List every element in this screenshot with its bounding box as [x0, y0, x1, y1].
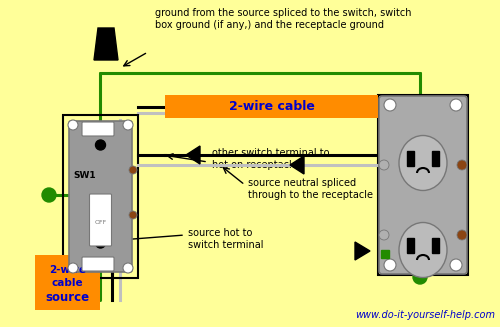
FancyBboxPatch shape	[82, 257, 114, 271]
Text: source neutral spliced
through to the receptacle: source neutral spliced through to the re…	[248, 178, 373, 199]
Polygon shape	[355, 242, 370, 260]
Text: OFF: OFF	[94, 219, 106, 225]
Polygon shape	[94, 28, 118, 60]
Circle shape	[123, 263, 133, 273]
Text: other switch terminal to
hot on receptacle: other switch terminal to hot on receptac…	[212, 148, 330, 170]
Circle shape	[68, 120, 78, 130]
Circle shape	[379, 230, 389, 240]
Circle shape	[129, 211, 137, 219]
FancyBboxPatch shape	[35, 255, 100, 310]
Text: ground from the source spliced to the switch, switch
box ground (if any,) and th: ground from the source spliced to the sw…	[155, 8, 411, 30]
Ellipse shape	[399, 135, 447, 191]
Text: www.do-it-yourself-help.com: www.do-it-yourself-help.com	[355, 310, 495, 320]
FancyBboxPatch shape	[82, 122, 114, 136]
Circle shape	[384, 99, 396, 111]
Bar	[407, 238, 414, 253]
Circle shape	[379, 160, 389, 170]
FancyBboxPatch shape	[69, 121, 132, 272]
Circle shape	[96, 238, 106, 248]
Circle shape	[457, 160, 467, 170]
Circle shape	[129, 166, 137, 174]
Text: SW1: SW1	[73, 170, 96, 180]
Circle shape	[123, 120, 133, 130]
FancyBboxPatch shape	[90, 194, 112, 246]
Text: cable: cable	[52, 278, 84, 288]
Circle shape	[68, 263, 78, 273]
Bar	[63, 115, 138, 278]
Bar	[381, 250, 389, 258]
FancyBboxPatch shape	[165, 95, 378, 118]
Bar	[432, 238, 439, 253]
Circle shape	[413, 270, 427, 284]
Text: 2-wire cable: 2-wire cable	[228, 100, 314, 113]
Bar	[378, 95, 468, 275]
Circle shape	[384, 259, 396, 271]
Polygon shape	[290, 156, 304, 174]
Polygon shape	[186, 146, 200, 164]
Ellipse shape	[399, 222, 447, 278]
Circle shape	[418, 180, 428, 190]
Text: 2-wire: 2-wire	[49, 265, 86, 275]
Bar	[407, 151, 414, 166]
Bar	[432, 151, 439, 166]
Circle shape	[450, 259, 462, 271]
FancyBboxPatch shape	[379, 96, 467, 274]
Circle shape	[96, 140, 106, 150]
Circle shape	[42, 188, 56, 202]
Circle shape	[450, 99, 462, 111]
Text: source hot to
switch terminal: source hot to switch terminal	[188, 228, 264, 250]
Text: source: source	[46, 291, 90, 304]
Circle shape	[457, 230, 467, 240]
